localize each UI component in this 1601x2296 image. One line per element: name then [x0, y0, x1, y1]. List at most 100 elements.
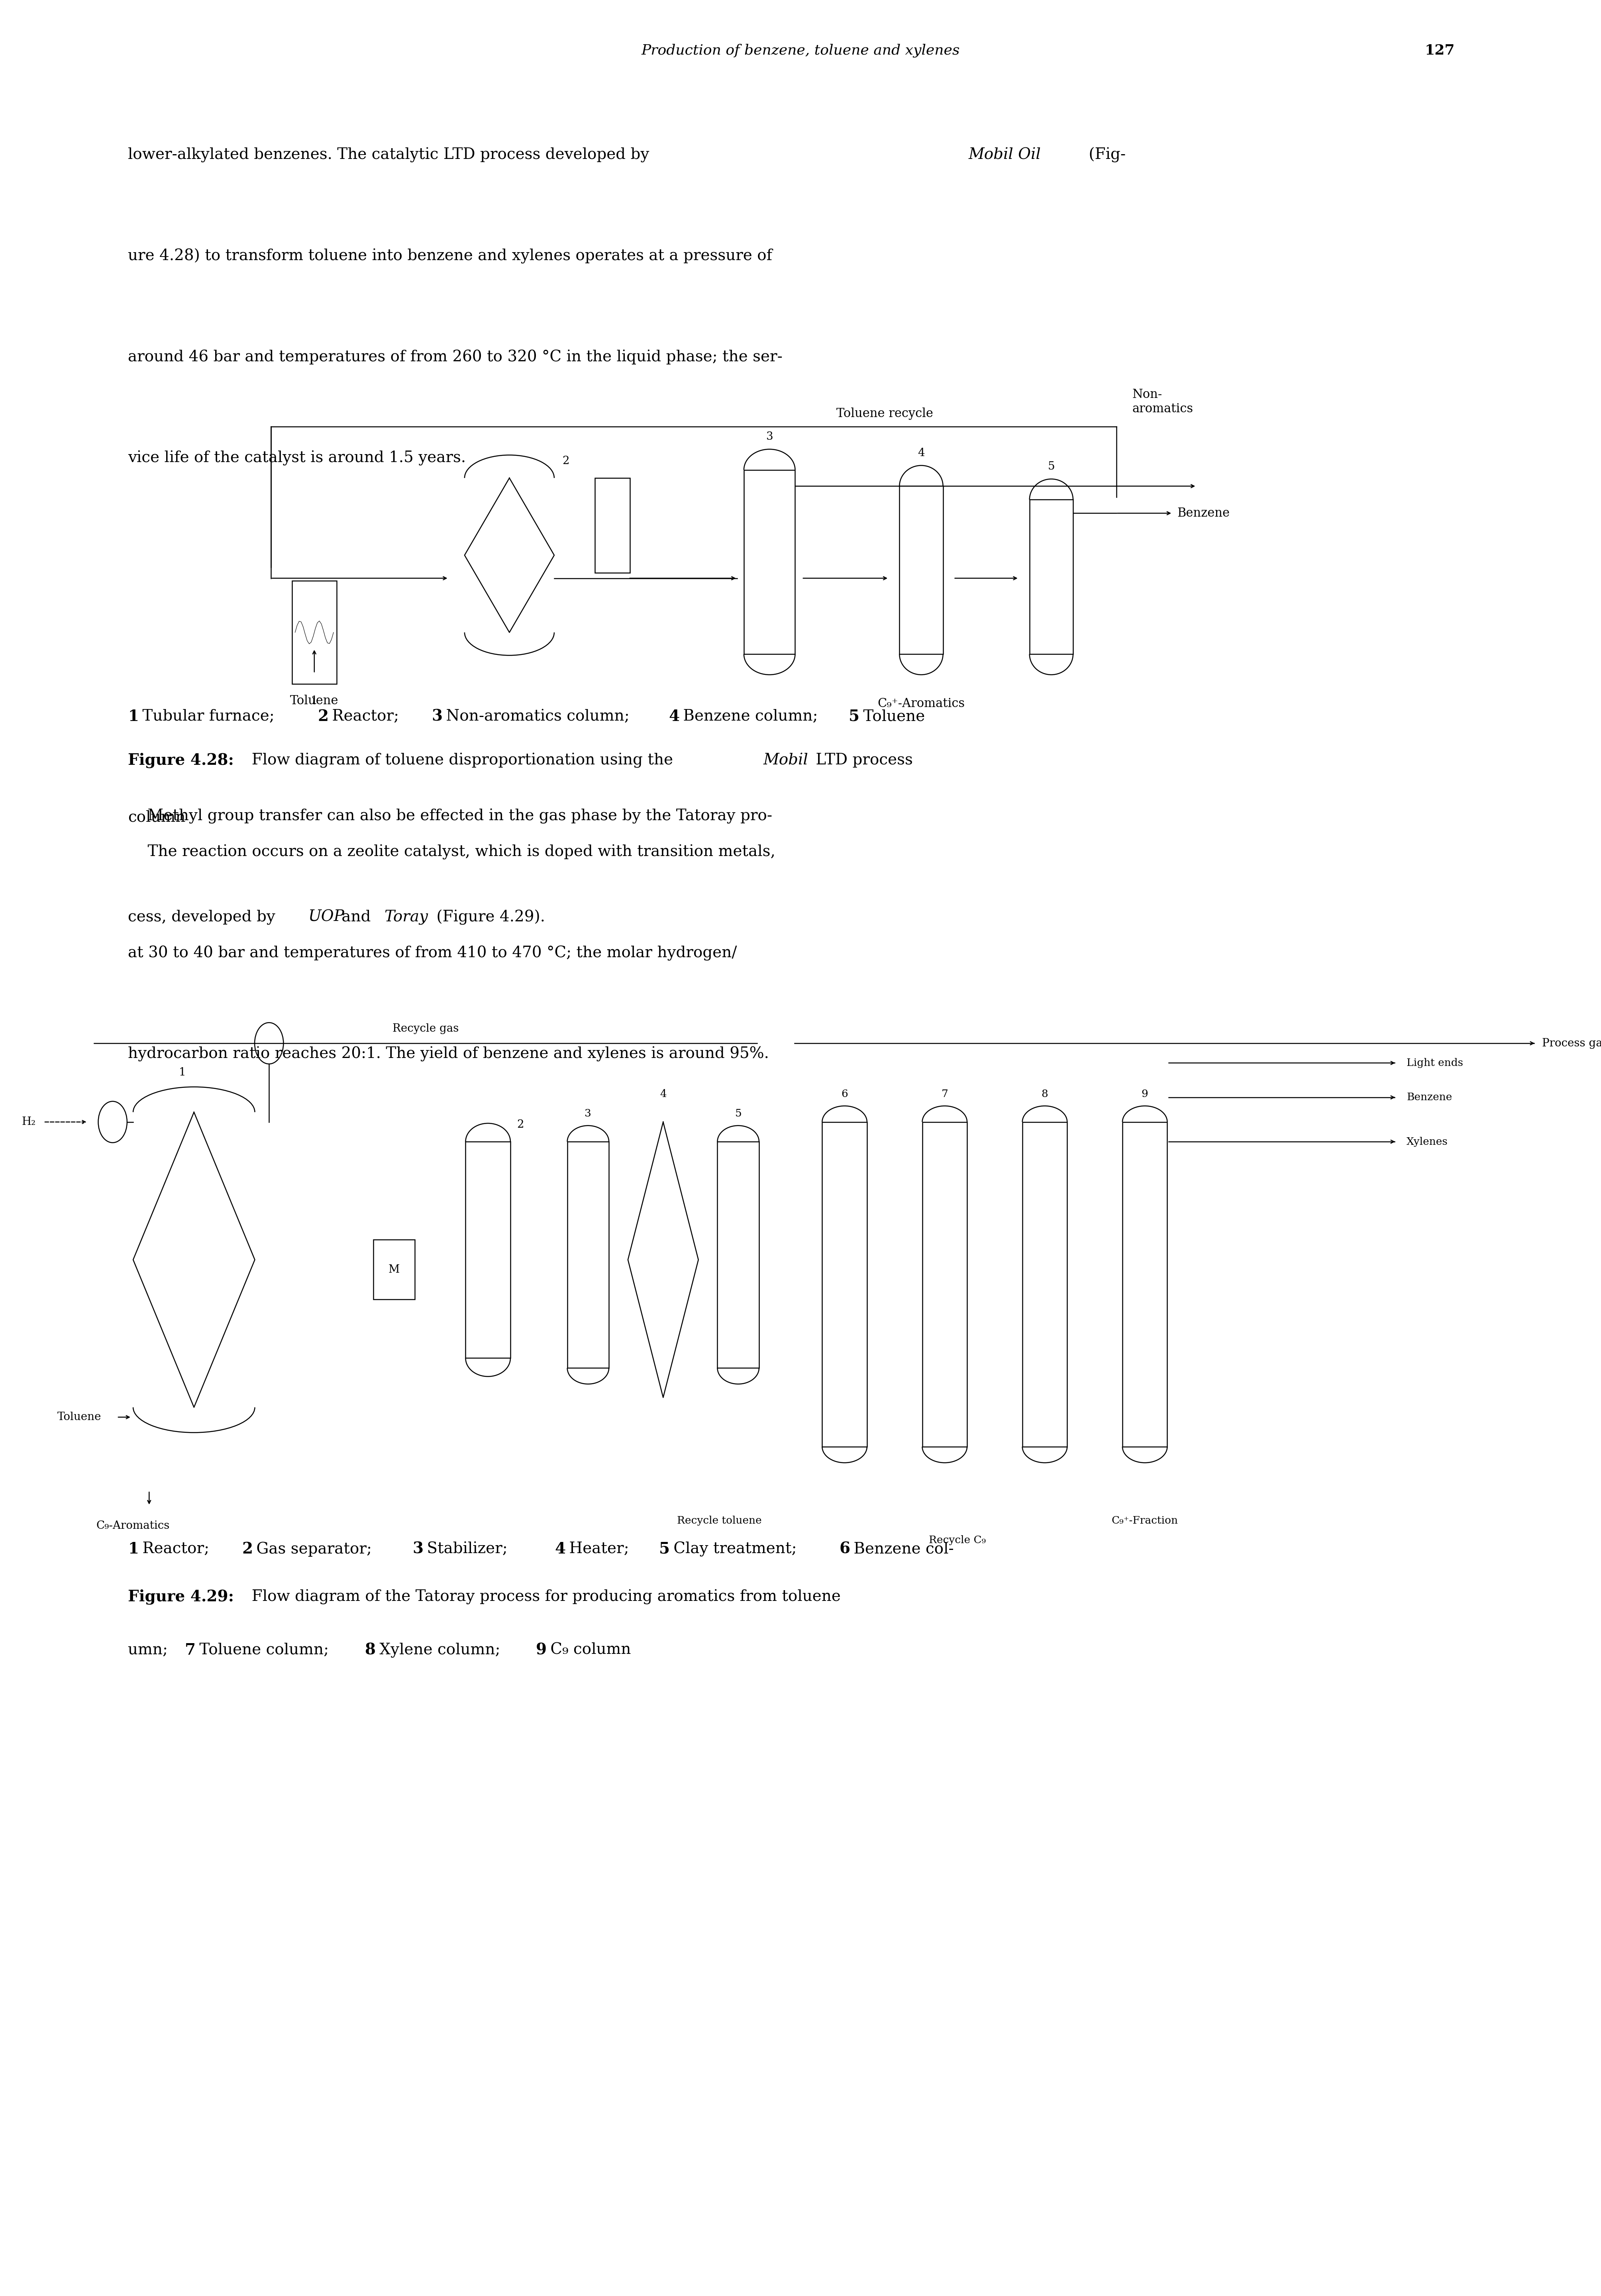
Text: Non-aromatics column;: Non-aromatics column;	[440, 709, 639, 723]
Text: 8: 8	[365, 1642, 376, 1658]
Text: Flow diagram of the Tatoray process for producing aromatics from toluene: Flow diagram of the Tatoray process for …	[242, 1589, 841, 1605]
Text: 5: 5	[660, 1541, 669, 1557]
Text: Stabilizer;: Stabilizer;	[423, 1541, 517, 1557]
Text: Reactor;: Reactor;	[138, 1541, 219, 1557]
Bar	[1122, 1123, 1167, 1446]
Polygon shape	[133, 1111, 255, 1407]
Text: Recycle toluene: Recycle toluene	[677, 1515, 762, 1525]
Bar	[291, 581, 336, 684]
Text: 127: 127	[1425, 44, 1455, 57]
Text: M: M	[389, 1265, 400, 1274]
Text: 4: 4	[556, 1541, 565, 1557]
Text: The reaction occurs on a zeolite catalyst, which is doped with transition metals: The reaction occurs on a zeolite catalys…	[128, 845, 775, 859]
Text: Xylenes: Xylenes	[1407, 1137, 1447, 1146]
Text: Figure 4.28:: Figure 4.28:	[128, 753, 234, 769]
Text: 9: 9	[1142, 1088, 1148, 1100]
Text: Benzene: Benzene	[1177, 507, 1230, 519]
Text: 5: 5	[849, 709, 860, 723]
Text: 6: 6	[839, 1541, 850, 1557]
Text: 6: 6	[841, 1088, 849, 1100]
Text: lower-alkylated benzenes. The catalytic LTD process developed by: lower-alkylated benzenes. The catalytic …	[128, 147, 655, 163]
Bar	[594, 478, 629, 572]
Text: Toluene: Toluene	[290, 696, 338, 707]
Text: 2: 2	[317, 709, 328, 723]
Text: 1: 1	[128, 709, 139, 723]
Text: around 46 bar and temperatures of from 260 to 320 °C in the liquid phase; the se: around 46 bar and temperatures of from 2…	[128, 349, 783, 365]
Text: 2: 2	[517, 1120, 524, 1130]
Text: Toluene column;: Toluene column;	[194, 1642, 339, 1658]
Text: Toluene: Toluene	[58, 1412, 101, 1424]
Text: 3: 3	[584, 1109, 591, 1118]
Text: ure 4.28) to transform toluene into benzene and xylenes operates at a pressure o: ure 4.28) to transform toluene into benz…	[128, 248, 772, 264]
Bar	[717, 1141, 759, 1368]
Text: Toluene: Toluene	[858, 709, 925, 723]
Text: C₉⁺-Fraction: C₉⁺-Fraction	[1111, 1515, 1178, 1525]
Text: Gas separator;: Gas separator;	[251, 1541, 381, 1557]
Text: Clay treatment;: Clay treatment;	[669, 1541, 807, 1557]
Text: Flow diagram of toluene disproportionation using the: Flow diagram of toluene disproportionati…	[242, 753, 677, 767]
Text: C₉-Aromatics: C₉-Aromatics	[96, 1520, 170, 1531]
Text: Tubular furnace;: Tubular furnace;	[138, 709, 285, 723]
Text: vice life of the catalyst is around 1.5 years.: vice life of the catalyst is around 1.5 …	[128, 450, 466, 466]
Bar	[373, 1240, 415, 1300]
Text: Benzene column;: Benzene column;	[679, 709, 828, 723]
Bar	[744, 471, 796, 654]
Text: Toluene recycle: Toluene recycle	[837, 406, 933, 420]
Text: Production of benzene, toluene and xylenes: Production of benzene, toluene and xylen…	[642, 44, 959, 57]
Text: Xylene column;: Xylene column;	[375, 1642, 511, 1658]
Text: column: column	[128, 810, 186, 824]
Text: Non-
aromatics: Non- aromatics	[1132, 388, 1193, 416]
Bar	[900, 487, 943, 654]
Text: H₂: H₂	[22, 1116, 35, 1127]
Text: 4: 4	[917, 448, 925, 459]
Text: 3: 3	[765, 432, 773, 443]
Text: C₉ column: C₉ column	[546, 1642, 631, 1658]
Text: 1: 1	[311, 696, 319, 707]
Bar	[567, 1141, 608, 1368]
Bar	[922, 1123, 967, 1446]
Text: Benzene: Benzene	[1407, 1093, 1452, 1102]
Text: at 30 to 40 bar and temperatures of from 410 to 470 °C; the molar hydrogen/: at 30 to 40 bar and temperatures of from…	[128, 946, 736, 960]
Text: LTD process: LTD process	[810, 753, 913, 767]
Text: hydrocarbon ratio reaches 20:1. The yield of benzene and xylenes is around 95%.: hydrocarbon ratio reaches 20:1. The yiel…	[128, 1047, 768, 1061]
Text: 4: 4	[669, 709, 679, 723]
Text: Heater;: Heater;	[564, 1541, 639, 1557]
Text: Recycle C₉: Recycle C₉	[929, 1536, 986, 1545]
Text: 1: 1	[128, 1541, 139, 1557]
Text: 9: 9	[536, 1642, 546, 1658]
Text: cess, developed by: cess, developed by	[128, 909, 280, 925]
Text: 7: 7	[941, 1088, 948, 1100]
Text: Mobil: Mobil	[764, 753, 809, 767]
Text: Benzene col-: Benzene col-	[849, 1541, 954, 1557]
Text: Light ends: Light ends	[1407, 1058, 1463, 1068]
Bar	[1029, 501, 1073, 654]
Text: Mobil Oil: Mobil Oil	[969, 147, 1041, 163]
Text: and: and	[336, 909, 376, 925]
Bar	[823, 1123, 868, 1446]
Text: Toray: Toray	[384, 909, 427, 925]
Text: Methyl group transfer can also be effected in the gas phase by the Tatoray pro-: Methyl group transfer can also be effect…	[128, 808, 772, 824]
Text: 5: 5	[1047, 461, 1055, 473]
Bar	[466, 1141, 511, 1359]
Polygon shape	[628, 1123, 698, 1398]
Text: 3: 3	[432, 709, 442, 723]
Text: 3: 3	[413, 1541, 423, 1557]
Text: Process gas: Process gas	[1542, 1038, 1601, 1049]
Text: UOP: UOP	[309, 909, 344, 925]
Text: 7: 7	[186, 1642, 195, 1658]
Text: Reactor;: Reactor;	[327, 709, 408, 723]
Text: 2: 2	[242, 1541, 253, 1557]
Text: Figure 4.29:: Figure 4.29:	[128, 1589, 234, 1605]
Text: 2: 2	[562, 457, 570, 466]
Text: 8: 8	[1041, 1088, 1049, 1100]
Text: Recycle gas: Recycle gas	[392, 1024, 458, 1033]
Polygon shape	[464, 478, 554, 631]
Text: C₉⁺-Aromatics: C₉⁺-Aromatics	[877, 698, 965, 709]
Bar	[1023, 1123, 1068, 1446]
Text: (Figure 4.29).: (Figure 4.29).	[432, 909, 544, 925]
Text: 1: 1	[179, 1068, 186, 1077]
Text: umn;: umn;	[128, 1642, 178, 1658]
Text: (Fig-: (Fig-	[1084, 147, 1126, 163]
Text: 4: 4	[660, 1088, 666, 1100]
Text: 5: 5	[735, 1109, 741, 1118]
